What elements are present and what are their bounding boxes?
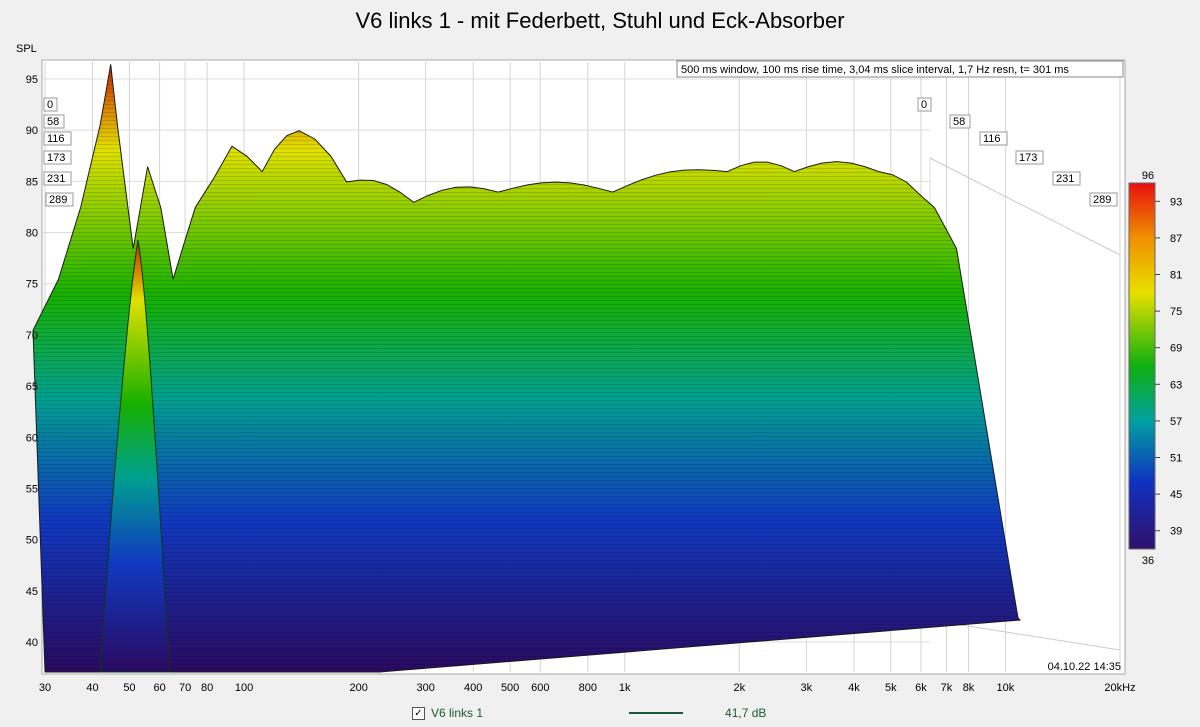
colorbar-tick-label: 81 — [1170, 270, 1182, 282]
time-tick-box — [43, 114, 65, 129]
y-tick-label: 70 — [26, 330, 38, 342]
x-tick-label: 80 — [201, 682, 213, 694]
depth-line — [929, 157, 1121, 256]
x-tick-label: 200 — [349, 682, 367, 694]
chart-title: V6 links 1 - mit Federbett, Stuhl und Ec… — [355, 8, 845, 33]
time-tick-label: 58 — [953, 116, 965, 128]
colorbar-tick-label: 39 — [1170, 526, 1182, 538]
time-tick-label: 173 — [47, 152, 65, 164]
y-axis: 40 45 50 55 60 65 70 75 80 85 90 95 — [26, 74, 38, 649]
x-tick-label: 10k — [997, 682, 1015, 694]
x-tick-label: 400 — [464, 682, 482, 694]
time-tick-box — [1015, 150, 1044, 165]
time-tick-box — [979, 131, 1008, 146]
x-tick-label: 500 — [501, 682, 519, 694]
x-axis: 30 40 50 60 70 80 100 200 300 400 500 600 800 1k 2k 3k 4… — [39, 682, 1136, 694]
y-tick-label: 45 — [26, 586, 38, 598]
colorbar-min-label: 36 — [1142, 555, 1154, 567]
x-tick-label: 6k — [915, 682, 927, 694]
x-tick-label: 5k — [885, 682, 897, 694]
time-tick-label: 231 — [1056, 173, 1074, 185]
colorbar-ticks: 93 87 81 75 69 63 57 51 45 39 — [1155, 196, 1182, 538]
time-tick-label: 116 — [47, 133, 65, 145]
time-tick-label: 0 — [921, 99, 927, 111]
x-tick-label: 8k — [963, 682, 975, 694]
time-tick-label: 231 — [47, 173, 65, 185]
x-tick-label: 300 — [416, 682, 434, 694]
y-tick-label: 60 — [26, 432, 38, 444]
y-tick-label: 80 — [26, 228, 38, 240]
time-tick-box — [1089, 192, 1118, 207]
time-tick-label: 58 — [47, 116, 59, 128]
x-tick-label: 20kHz — [1104, 682, 1135, 694]
y-tick-label: 65 — [26, 381, 38, 393]
x-tick-label: 7k — [941, 682, 953, 694]
date-stamp: 04.10.22 14:35 — [1048, 661, 1121, 673]
y-tick-label: 90 — [26, 125, 38, 137]
time-tick-label: 116 — [983, 133, 1001, 145]
legend: ✓ V6 links 1 41,7 dB — [412, 704, 766, 722]
colorbar-tick-label: 51 — [1170, 453, 1182, 465]
time-tick-box — [43, 150, 72, 165]
legend-value: 41,7 dB — [725, 706, 767, 720]
legend-line — [629, 712, 684, 714]
x-tick-label: 800 — [579, 682, 597, 694]
y-tick-label: 40 — [26, 637, 38, 649]
x-tick-label: 60 — [153, 682, 165, 694]
colorbar-tick-label: 57 — [1170, 416, 1182, 428]
info-text: 500 ms window, 100 ms rise time, 3,04 ms… — [681, 64, 1069, 76]
time-tick-box — [1052, 171, 1081, 186]
x-tick-label: 600 — [531, 682, 549, 694]
x-tick-label: 1k — [619, 682, 631, 694]
time-tick-box — [917, 97, 932, 112]
colorbar-tick-label: 69 — [1170, 343, 1182, 355]
colorbar-tick-label: 87 — [1170, 233, 1182, 245]
y-tick-label: 55 — [26, 483, 38, 495]
x-tick-label: 50 — [123, 682, 135, 694]
legend-label: V6 links 1 — [431, 706, 484, 720]
x-tick-label: 70 — [179, 682, 191, 694]
time-tick-box — [43, 131, 72, 146]
front-peak — [99, 239, 171, 673]
x-tick-label: 100 — [235, 682, 253, 694]
time-tick-label: 0 — [47, 99, 53, 111]
time-axis: 0 0 58 58 116 116 173 173 231 231 289 289 — [43, 97, 1118, 207]
time-tick-box — [949, 114, 971, 129]
y-tick-label: 95 — [26, 74, 38, 86]
colorbar — [1128, 182, 1156, 550]
y-tick-label: 50 — [26, 535, 38, 547]
colorbar-tick-label: 93 — [1170, 196, 1182, 208]
series-checkbox[interactable]: ✓ — [412, 706, 425, 720]
x-tick-label: 40 — [86, 682, 98, 694]
x-tick-label: 4k — [848, 682, 860, 694]
colorbar-tick-label: 45 — [1170, 489, 1182, 501]
x-tick-label: 3k — [801, 682, 813, 694]
time-tick-label: 289 — [49, 194, 67, 206]
y-tick-label: 75 — [26, 279, 38, 291]
time-tick-label: 173 — [1019, 152, 1037, 164]
time-tick-label: 289 — [1093, 194, 1111, 206]
waterfall-surface — [32, 64, 1022, 673]
time-tick-box — [45, 192, 74, 207]
time-tick-box — [43, 171, 72, 186]
colorbar-tick-label: 63 — [1170, 379, 1182, 391]
time-tick-box — [43, 97, 58, 112]
surface-slices — [33, 64, 1020, 673]
colorbar-max-label: 96 — [1142, 170, 1154, 182]
y-tick-label: 85 — [26, 176, 38, 188]
info-box — [676, 60, 1124, 78]
y-axis-label: SPL — [16, 43, 37, 55]
x-tick-label: 30 — [39, 682, 51, 694]
colorbar-tick-label: 75 — [1170, 306, 1182, 318]
x-tick-label: 2k — [734, 682, 746, 694]
